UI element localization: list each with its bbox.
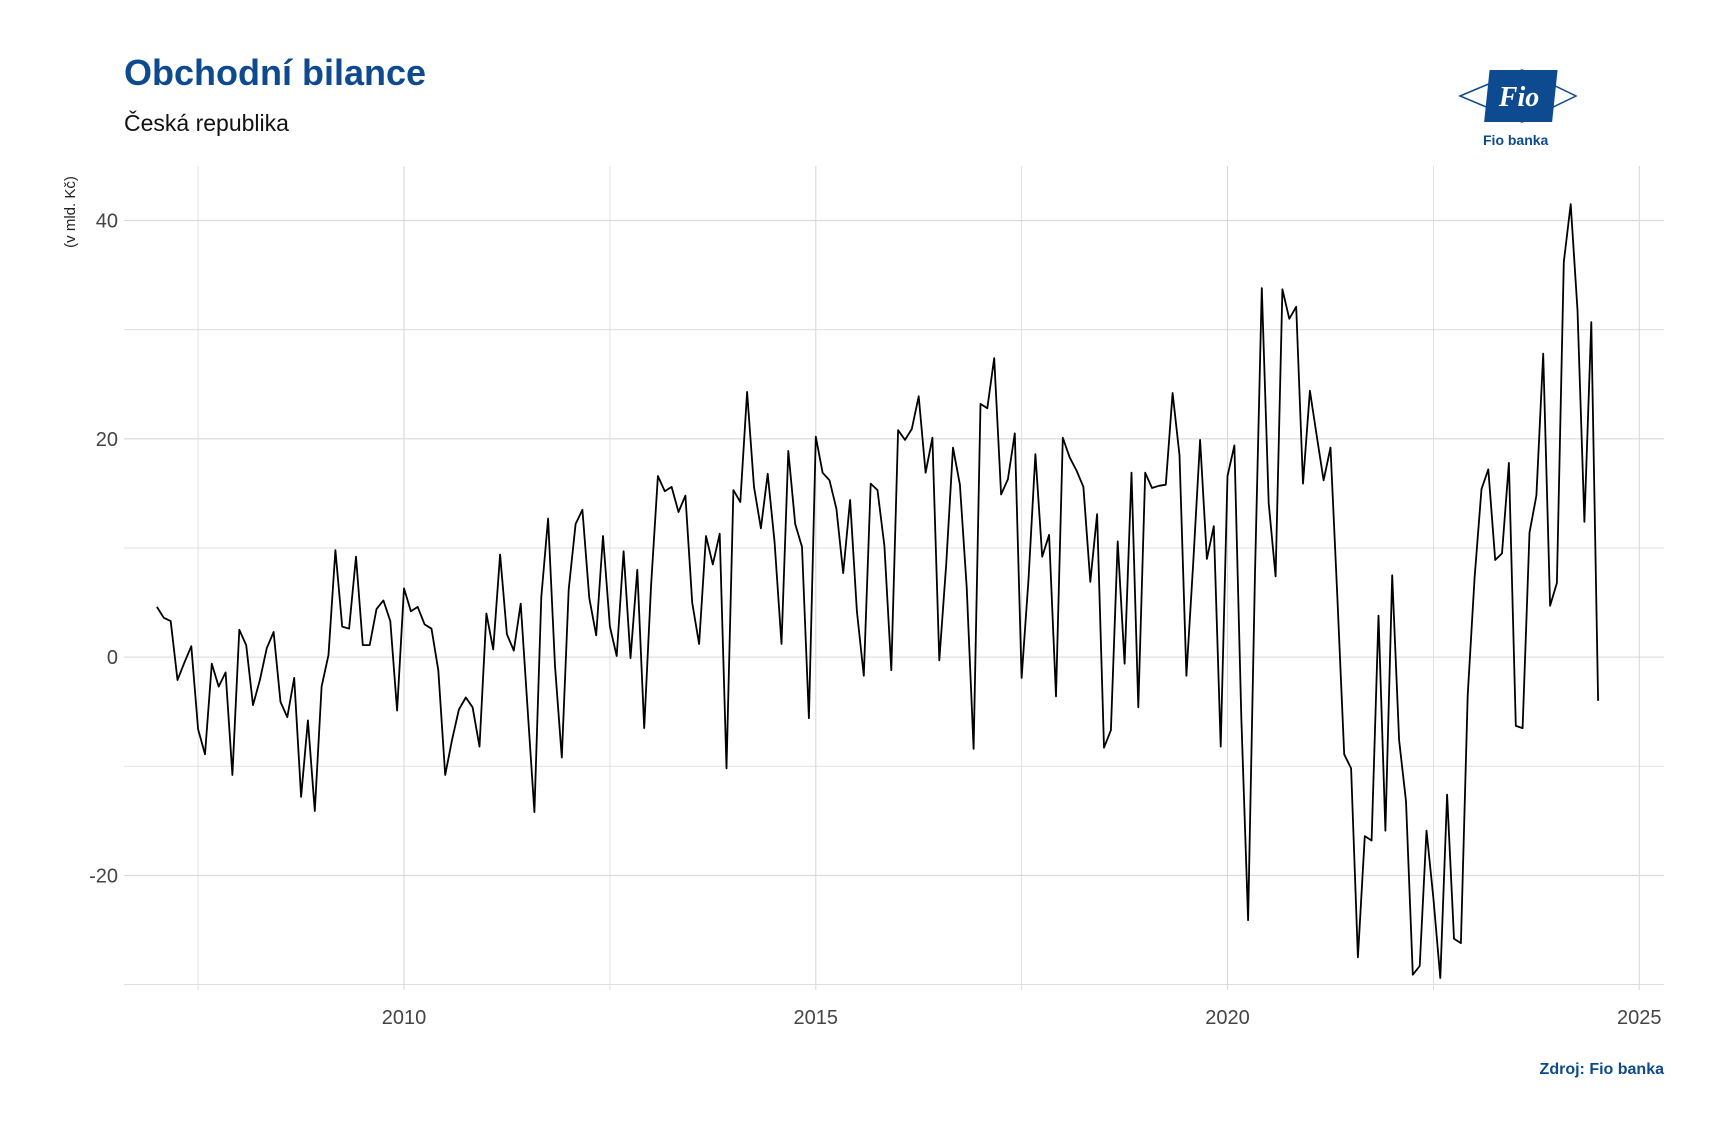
x-tick-label: 2020 xyxy=(1205,1007,1250,1029)
y-tick-label: -20 xyxy=(89,865,118,887)
fio-logo-icon: Fio xyxy=(1458,69,1578,123)
y-tick-label: 40 xyxy=(96,211,118,233)
chart-title: Obchodní bilance xyxy=(124,52,427,93)
logo-mark: Fio xyxy=(1498,82,1539,113)
y-axis-label: (v mld. Kč) xyxy=(62,176,79,248)
chart-subtitle: Česká republika xyxy=(124,110,289,136)
x-tick-label: 2015 xyxy=(794,1007,839,1029)
x-tick-label: 2010 xyxy=(382,1007,427,1029)
y-tick-labels: -20 0 20 40 xyxy=(89,211,118,888)
y-tick-label: 20 xyxy=(96,429,118,451)
grid xyxy=(124,166,1664,990)
logo-text: Fio banka xyxy=(1483,132,1549,148)
x-tick-label: 2025 xyxy=(1617,1007,1662,1029)
x-tick-labels: 2010 2015 2020 2025 xyxy=(382,1007,1662,1029)
y-tick-label: 0 xyxy=(107,647,118,669)
source-note: Zdroj: Fio banka xyxy=(1539,1061,1664,1078)
series-line xyxy=(156,203,1599,979)
